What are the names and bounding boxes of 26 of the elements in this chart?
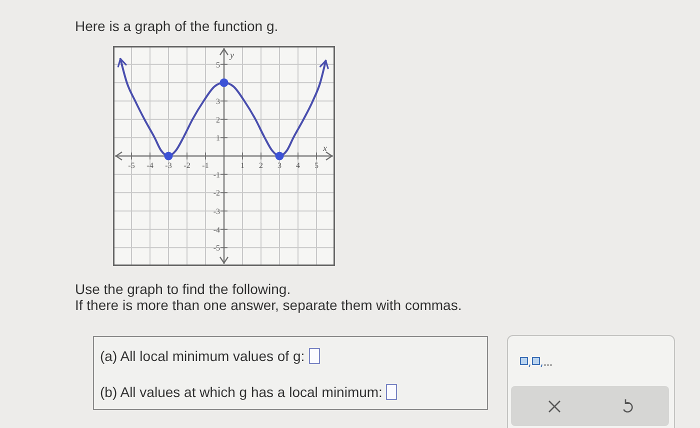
y-tick-label: 1 xyxy=(216,134,220,143)
y-tick-label: -1 xyxy=(213,170,220,180)
x-tick-label: 1 xyxy=(240,161,244,170)
y-tick-label: -5 xyxy=(213,244,220,253)
y-tick-label: -4 xyxy=(213,225,220,234)
chart-title: Here is a graph of the function g. xyxy=(75,17,278,35)
text: (a) All local minimum values of g: xyxy=(100,347,305,365)
x-tick-label: -1 xyxy=(202,161,209,170)
x-tick-label: -4 xyxy=(146,161,154,170)
x-tick-label: 3 xyxy=(278,161,282,170)
text: (b) All values at which g has a local minimum: xyxy=(100,383,382,401)
y-tick-label: -3 xyxy=(213,207,220,216)
x-tick-label: -3 xyxy=(165,161,172,170)
x-tick-label: 5 xyxy=(314,161,318,170)
x-tick-label: 2 xyxy=(259,161,263,170)
y-axis-title: y xyxy=(229,50,234,60)
y-tick-label: 3 xyxy=(216,97,220,106)
y-tick-label: 2 xyxy=(216,115,220,124)
x-tick-label: 4 xyxy=(296,161,300,170)
x-tick-label: -5 xyxy=(128,161,135,170)
x-tick-label: -2 xyxy=(184,161,190,170)
text: If there is more than one answer, separate them with commas. xyxy=(75,297,462,313)
y-tick-label: -2 xyxy=(213,188,220,198)
y-tick-label: 5 xyxy=(216,60,220,70)
text: Use the graph to find the following. xyxy=(75,281,292,297)
x-axis-title: x xyxy=(322,143,327,153)
